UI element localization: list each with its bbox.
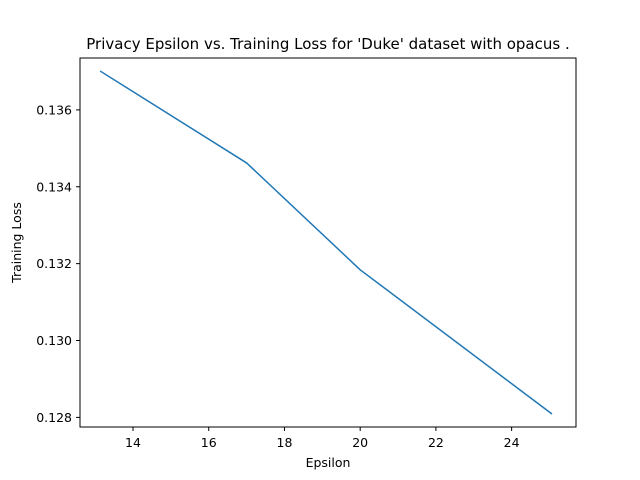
y-tick-label: 0.136 xyxy=(36,102,72,117)
y-axis-label: Training Loss xyxy=(9,202,24,284)
series-line xyxy=(99,70,553,415)
x-tick-label: 22 xyxy=(428,435,444,450)
y-tick-label: 0.132 xyxy=(36,256,72,271)
x-tick-label: 16 xyxy=(201,435,217,450)
x-axis-label: Epsilon xyxy=(306,455,351,470)
plot-frame xyxy=(79,57,577,428)
y-tick-label: 0.130 xyxy=(36,333,72,348)
x-tick-label: 20 xyxy=(352,435,368,450)
chart-title: Privacy Epsilon vs. Training Loss for 'D… xyxy=(86,35,569,53)
y-tick-label: 0.128 xyxy=(36,410,72,425)
x-tick-label: 24 xyxy=(504,435,520,450)
x-tick-label: 18 xyxy=(277,435,293,450)
x-tick-label: 14 xyxy=(125,435,141,450)
plot-area: 14 16 18 20 22 24 0.128 0.130 0.132 0.134 0.136 xyxy=(36,70,553,450)
y-tick-label: 0.134 xyxy=(36,179,72,194)
